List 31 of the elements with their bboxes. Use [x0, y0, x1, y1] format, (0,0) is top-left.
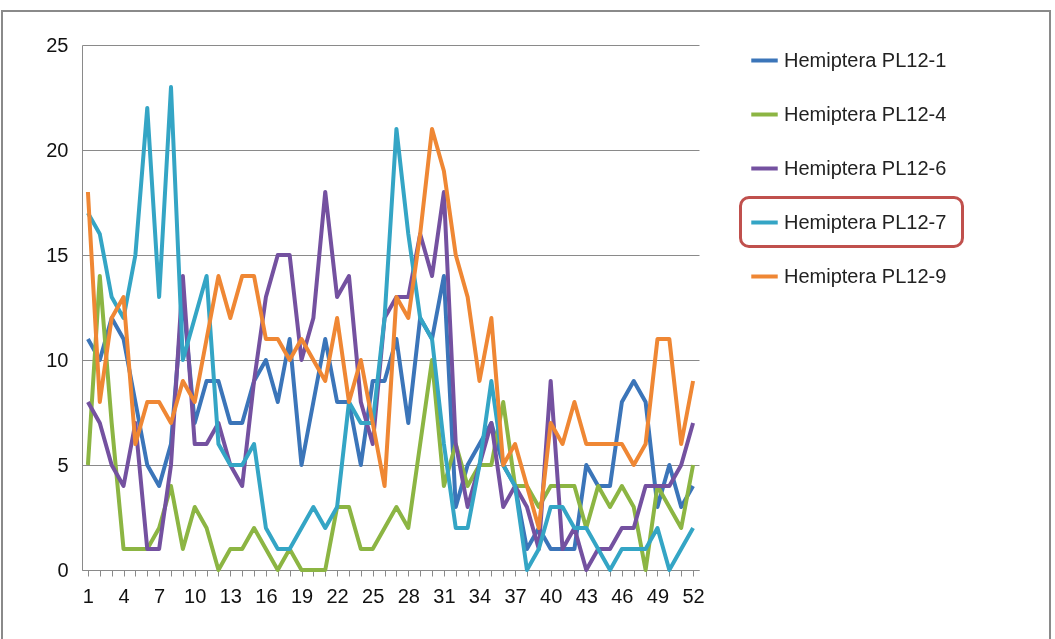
- x-tick-label: 31: [433, 584, 456, 607]
- x-tick-label: 7: [154, 584, 166, 607]
- x-tick-label: 22: [326, 584, 349, 607]
- y-tick-label: 5: [57, 453, 69, 476]
- legend-label: Hemiptera PL12-6: [784, 156, 947, 179]
- x-tick-label: 25: [362, 584, 385, 607]
- legend-label: Hemiptera PL12-1: [784, 48, 947, 71]
- x-tick-label: 10: [184, 584, 207, 607]
- x-tick-label: 49: [646, 584, 670, 607]
- y-tick-label: 25: [46, 33, 69, 56]
- x-tick-label: 52: [682, 584, 705, 607]
- legend-label: Hemiptera PL12-9: [784, 264, 947, 287]
- line-series: [85, 127, 696, 530]
- y-tick-label: 15: [46, 243, 69, 266]
- x-tick-label: 13: [219, 584, 242, 607]
- y-tick-label: 10: [46, 348, 69, 371]
- x-tick-label: 37: [504, 584, 527, 607]
- x-tick-label: 1: [82, 584, 94, 607]
- x-tick-label: 46: [611, 584, 634, 607]
- legend-label: Hemiptera PL12-4: [784, 102, 947, 125]
- x-tick-label: 43: [575, 584, 598, 607]
- x-tick-label: 28: [397, 584, 420, 607]
- y-tick-label: 0: [57, 558, 69, 581]
- x-tick-label: 4: [118, 584, 130, 607]
- line-series: [85, 85, 696, 572]
- legend-label: Hemiptera PL12-7: [784, 210, 947, 233]
- y-tick-label: 20: [46, 138, 69, 161]
- x-tick-label: 34: [468, 584, 492, 607]
- x-tick-label: 40: [540, 584, 563, 607]
- x-tick-label: 19: [290, 584, 314, 607]
- x-tick-label: 16: [255, 584, 278, 607]
